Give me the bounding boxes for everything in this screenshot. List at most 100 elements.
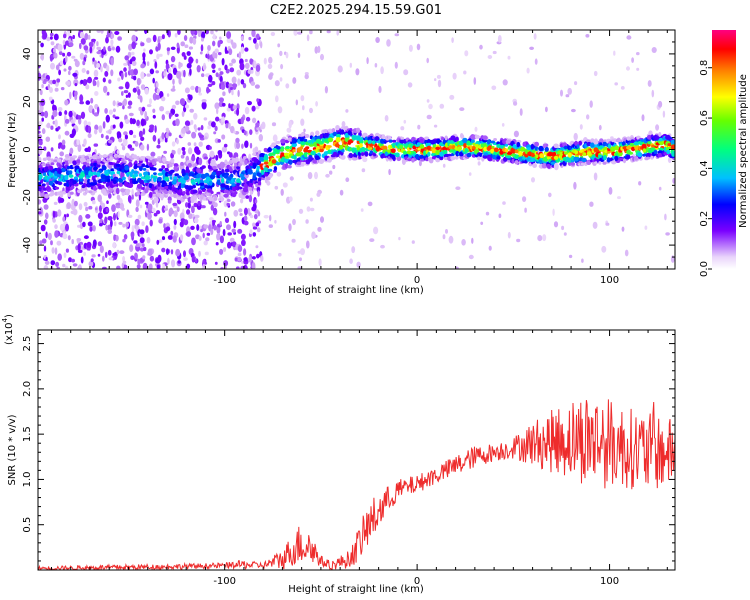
- spectrogram-ridge-cell: [133, 170, 139, 175]
- spectrogram-speck: [571, 108, 576, 113]
- spectrogram-ridge-cell: [168, 170, 173, 175]
- spectrogram-ridge-cell: [101, 174, 107, 180]
- spectrogram-speck: [183, 69, 186, 78]
- colorbar-gradient: [712, 30, 736, 269]
- spectrogram-speck: [567, 87, 572, 95]
- spectrogram-speck: [43, 204, 49, 210]
- spectrogram-speck: [193, 142, 197, 147]
- spectrogram-speck: [131, 51, 135, 56]
- spectrogram-ridge-cell: [637, 141, 642, 145]
- spectrogram-ridge-cell: [121, 158, 125, 162]
- spectrogram-speck: [106, 91, 110, 96]
- spectrogram-speck: [186, 231, 192, 237]
- spectrogram-ridge-cell: [115, 163, 122, 167]
- spectrogram-ridge-cell: [614, 145, 620, 151]
- spectrogram-speck: [165, 205, 168, 209]
- spectrogram-speck: [110, 219, 113, 228]
- spectrogram-ridge-cell: [477, 156, 481, 161]
- spectrogram-speck: [601, 245, 607, 253]
- spectrogram-speck: [134, 252, 138, 260]
- spectrogram-speck: [50, 125, 54, 130]
- spectrogram-ridge-cell: [187, 185, 193, 191]
- spectrogram-ridge-cell: [173, 166, 178, 170]
- spectrogram-ridge-cell: [435, 149, 440, 155]
- spectrogram-ridge-cell: [291, 139, 295, 144]
- spectrogram-speck: [59, 198, 64, 203]
- spectrogram-speck: [74, 90, 78, 97]
- spectrogram-speck: [468, 172, 472, 176]
- spectrogram-speck: [87, 34, 91, 40]
- spectrogram-ridge-cell: [308, 156, 314, 162]
- spectrogram-speck: [127, 100, 133, 106]
- spectrogram-speck: [176, 46, 180, 54]
- spectrogram-ridge-cell: [263, 161, 269, 165]
- spectrogram-ridge-cell: [257, 150, 261, 155]
- spectrogram-speck: [146, 37, 152, 43]
- spectrogram-ridge-cell: [212, 165, 217, 170]
- spectrogram-speck: [58, 145, 61, 149]
- spectrogram-speck: [139, 237, 145, 244]
- spectrogram-speck: [102, 77, 106, 83]
- spectrogram-speck: [224, 64, 228, 71]
- spectrogram-ridge-cell: [391, 155, 396, 160]
- spectrogram-ridge-cell: [134, 160, 138, 164]
- spectrogram-ridge-cell: [380, 154, 385, 159]
- spectrogram-ridge-cell: [534, 146, 538, 151]
- spectrogram-ridge-cell: [515, 154, 520, 159]
- spectrogram-speck: [132, 87, 137, 93]
- spectrogram-speck: [225, 123, 229, 129]
- spectrogram-speck: [670, 255, 675, 263]
- spectrogram-ridge-cell: [178, 188, 183, 194]
- spectrogram-speck: [53, 201, 58, 205]
- spectrogram-speck: [53, 33, 59, 41]
- spectrogram-speck: [214, 261, 218, 265]
- spectrogram-ridge-cell: [466, 152, 472, 158]
- colorbar-tick-label: 0.6: [699, 110, 710, 126]
- spectrogram-speck: [241, 239, 246, 246]
- spectrogram-ridge-cell: [257, 177, 262, 183]
- spectrogram-speck: [64, 154, 70, 159]
- spectrogram-speck: [167, 257, 170, 265]
- spectrogram-speck: [152, 114, 156, 119]
- spectrogram-ridge-cell: [645, 156, 651, 160]
- spectrogram-ridge-cell: [327, 149, 332, 154]
- spectrogram-speck: [219, 36, 222, 40]
- spectrogram-speck: [197, 127, 201, 131]
- spectrogram-speck: [179, 221, 184, 228]
- spectrogram-speck: [131, 56, 136, 62]
- spectrogram-ridge-cell: [259, 156, 265, 162]
- spectrogram-ridge-cell: [444, 135, 448, 141]
- spectrogram-ridge-cell: [134, 180, 139, 184]
- spectrogram-speck: [92, 78, 96, 87]
- spectrogram-speck: [124, 118, 130, 124]
- spectrogram-speck: [92, 225, 96, 232]
- spectrogram-ridge-cell: [503, 156, 508, 162]
- spectrogram-speck: [215, 116, 220, 122]
- spectrogram-speck: [218, 52, 222, 56]
- spectrogram-speck: [156, 144, 161, 149]
- spectrogram-ridge-cell: [77, 189, 83, 194]
- spectrogram-speck: [245, 195, 250, 199]
- spectrogram-speck: [185, 202, 189, 208]
- spectrogram-ridge-cell: [252, 175, 256, 180]
- spectrogram-speck: [66, 213, 69, 218]
- spectrogram-speck: [62, 263, 66, 268]
- spectrogram-ridge-cell: [522, 141, 527, 147]
- spectrogram-speck: [434, 78, 437, 82]
- spectrogram-speck: [260, 255, 264, 262]
- spectrogram-speck: [103, 85, 108, 94]
- spectrogram-ridge-cell: [177, 175, 182, 179]
- spectrogram-ridge-cell: [633, 141, 639, 146]
- spectrogram-speck: [93, 143, 99, 147]
- spectrogram-speck: [621, 226, 625, 232]
- spectrogram-speck: [161, 236, 166, 241]
- spectrogram-speck: [224, 217, 230, 223]
- spectrogram-speck: [197, 200, 201, 207]
- spectrogram-speck: [176, 42, 180, 49]
- spectrogram-speck: [244, 62, 250, 69]
- spectrogram-speck: [263, 214, 269, 219]
- spectrogram-speck: [224, 164, 227, 170]
- spectrogram-speck: [178, 61, 181, 66]
- spectrogram-speck: [38, 120, 43, 126]
- spectrogram-speck: [165, 127, 170, 133]
